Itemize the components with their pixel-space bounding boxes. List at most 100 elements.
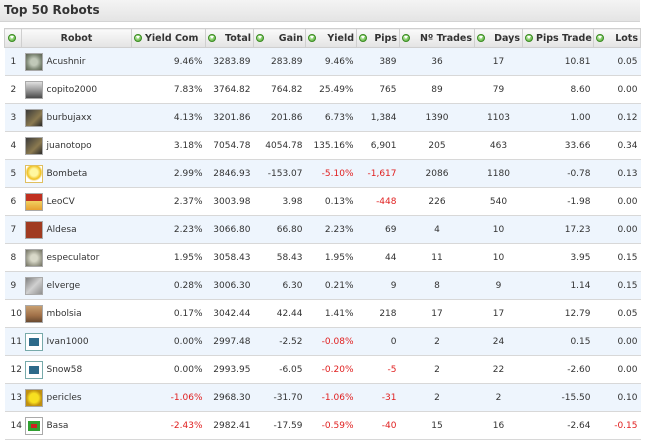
cell-trades: 4 [399, 215, 475, 244]
robot-name-link[interactable]: Aldesa [46, 224, 77, 235]
cell-pips: -31 [356, 383, 400, 412]
sort-arrow-icon[interactable] [208, 34, 216, 42]
cell-pips: 1,384 [356, 103, 400, 132]
sort-arrow-icon[interactable] [308, 34, 316, 42]
cell-total: 3283.89 [205, 47, 254, 76]
table-row[interactable]: 12 Snow58 0.00% 2993.95 -6.05 -0.20% -5 2 22 -2.6… [4, 355, 641, 384]
table-row[interactable]: 3 burbujaxx 4.13% 3201.86 201.86 6.73% 1,384 13… [4, 103, 641, 132]
cell-pips-trade: -2.60 [522, 355, 594, 384]
cell-robot: Acushnir [21, 47, 132, 76]
cell-pips-trade: 33.66 [522, 131, 594, 160]
robot-avatar-icon[interactable] [24, 52, 43, 71]
table-row[interactable]: 13 pericles -1.06% 2968.30 -31.70 -1.06% -31 2 2… [4, 383, 641, 412]
robot-name-link[interactable]: elverge [46, 280, 81, 291]
sort-arrow-icon[interactable] [477, 34, 485, 42]
sort-arrow-icon[interactable] [256, 34, 264, 42]
column-header-days[interactable]: Days [474, 28, 523, 48]
cell-days: 16 [474, 411, 523, 440]
sort-arrow-icon[interactable] [402, 34, 410, 42]
cell-pips-trade: 0.15 [522, 327, 594, 356]
cell-trades: 2 [399, 383, 475, 412]
table-row[interactable]: 6 LeoCV 2.37% 3003.98 3.98 0.13% -448 226 540 -1.… [4, 187, 641, 216]
column-label: Pips [374, 32, 397, 44]
cell-lots: 0.10 [593, 383, 641, 412]
robot-avatar-icon[interactable] [24, 164, 43, 183]
cell-total: 2993.95 [205, 355, 254, 384]
robot-avatar-icon[interactable] [24, 416, 43, 435]
cell-pips-trade: 10.81 [522, 47, 594, 76]
table-row[interactable]: 10 mbolsia 0.17% 3042.44 42.44 1.41% 218 17 17 12… [4, 299, 641, 328]
column-header-total[interactable]: Total [205, 28, 254, 48]
column-header-yield-com[interactable]: Yield Com [131, 28, 206, 48]
robot-name-link[interactable]: mbolsia [46, 308, 82, 319]
cell-total: 2982.41 [205, 411, 254, 440]
robot-avatar-icon[interactable] [24, 192, 43, 211]
sort-arrow-icon[interactable] [359, 34, 367, 42]
cell-robot: copito2000 [21, 75, 132, 104]
column-header-robot[interactable]: Robot [21, 28, 132, 48]
cell-yield: -0.59% [305, 411, 357, 440]
robot-avatar-icon[interactable] [24, 248, 43, 267]
sort-arrow-icon[interactable] [134, 34, 142, 42]
table-row[interactable]: 5 Bombeta 2.99% 2846.93 -153.07 -5.10% -1,617 2… [4, 159, 641, 188]
column-header-pips[interactable]: Pips [356, 28, 400, 48]
column-header-lots[interactable]: Lots [593, 28, 641, 48]
table-row[interactable]: 14 Basa -2.43% 2982.41 -17.59 -0.59% -40 15 16 -2… [4, 411, 641, 440]
cell-pips: -40 [356, 411, 400, 440]
robot-name-link[interactable]: burbujaxx [46, 112, 92, 123]
robot-name-link[interactable]: Bombeta [46, 168, 88, 179]
column-header-yield[interactable]: Yield [305, 28, 357, 48]
cell-yield-com: -2.43% [131, 411, 206, 440]
robot-name-link[interactable]: copito2000 [46, 84, 98, 95]
cell-days: 17 [474, 299, 523, 328]
cell-yield: 2.23% [305, 215, 357, 244]
sort-arrow-icon[interactable] [525, 34, 533, 42]
robot-avatar-icon[interactable] [24, 276, 43, 295]
column-header-pips-trade[interactable]: Pips Trade [522, 28, 594, 48]
column-header-gain[interactable]: Gain [253, 28, 306, 48]
table-row[interactable]: 11 Ivan1000 0.00% 2997.48 -2.52 -0.08% 0 2 24 0.1… [4, 327, 641, 356]
table-row[interactable]: 4 juanotopo 3.18% 7054.78 4054.78 135.16% 6,90… [4, 131, 641, 160]
robot-avatar-icon[interactable] [24, 360, 43, 379]
cell-rank: 14 [4, 411, 22, 440]
cell-total: 3006.30 [205, 271, 254, 300]
sort-arrow-icon[interactable] [596, 34, 604, 42]
robot-avatar-icon[interactable] [24, 332, 43, 351]
table-row[interactable]: 1 Acushnir 9.46% 3283.89 283.89 9.46% 389 36 17 1… [4, 47, 641, 76]
table-row[interactable]: 9 elverge 0.28% 3006.30 6.30 0.21% 9 8 9 1.14 0.15 [4, 271, 641, 300]
cell-robot: pericles [21, 383, 132, 412]
column-label: Yield [327, 32, 354, 44]
cell-yield-com: 0.00% [131, 355, 206, 384]
robot-name-link[interactable]: Snow58 [46, 364, 83, 375]
robot-name-link[interactable]: Ivan1000 [46, 336, 89, 347]
sort-arrow-icon[interactable] [7, 34, 16, 42]
cell-lots: 0.05 [593, 299, 641, 328]
robot-avatar-icon[interactable] [24, 388, 43, 407]
cell-rank: 4 [4, 131, 22, 160]
table-row[interactable]: 2 copito2000 7.83% 3764.82 764.82 25.49% 765 89… [4, 75, 641, 104]
robot-avatar-icon[interactable] [24, 80, 43, 99]
robot-name-link[interactable]: especulator [46, 252, 100, 263]
cell-yield: -0.20% [305, 355, 357, 384]
robot-avatar-icon[interactable] [24, 220, 43, 239]
robot-name-link[interactable]: juanotopo [46, 140, 92, 151]
cell-pips-trade: 8.60 [522, 75, 594, 104]
robot-name-link[interactable]: pericles [46, 392, 82, 403]
cell-robot: especulator [21, 243, 132, 272]
cell-total: 2997.48 [205, 327, 254, 356]
robot-avatar-icon[interactable] [24, 108, 43, 127]
cell-lots: 0.00 [593, 355, 641, 384]
robot-avatar-icon[interactable] [24, 304, 43, 323]
robot-avatar-icon[interactable] [24, 136, 43, 155]
column-header-trades[interactable]: Nº Trades [399, 28, 475, 48]
cell-gain: -31.70 [253, 383, 306, 412]
robot-name-link[interactable]: LeoCV [46, 196, 75, 207]
table-row[interactable]: 7 Aldesa 2.23% 3066.80 66.80 2.23% 69 4 10 17.23 0… [4, 215, 641, 244]
cell-days: 22 [474, 355, 523, 384]
table-row[interactable]: 8 especulator 1.95% 3058.43 58.43 1.95% 44 11 10… [4, 243, 641, 272]
robot-name-link[interactable]: Basa [46, 420, 69, 431]
cell-yield: 9.46% [305, 47, 357, 76]
robot-name-link[interactable]: Acushnir [46, 56, 86, 67]
cell-days: 9 [474, 271, 523, 300]
cell-lots: -0.15 [593, 411, 641, 440]
